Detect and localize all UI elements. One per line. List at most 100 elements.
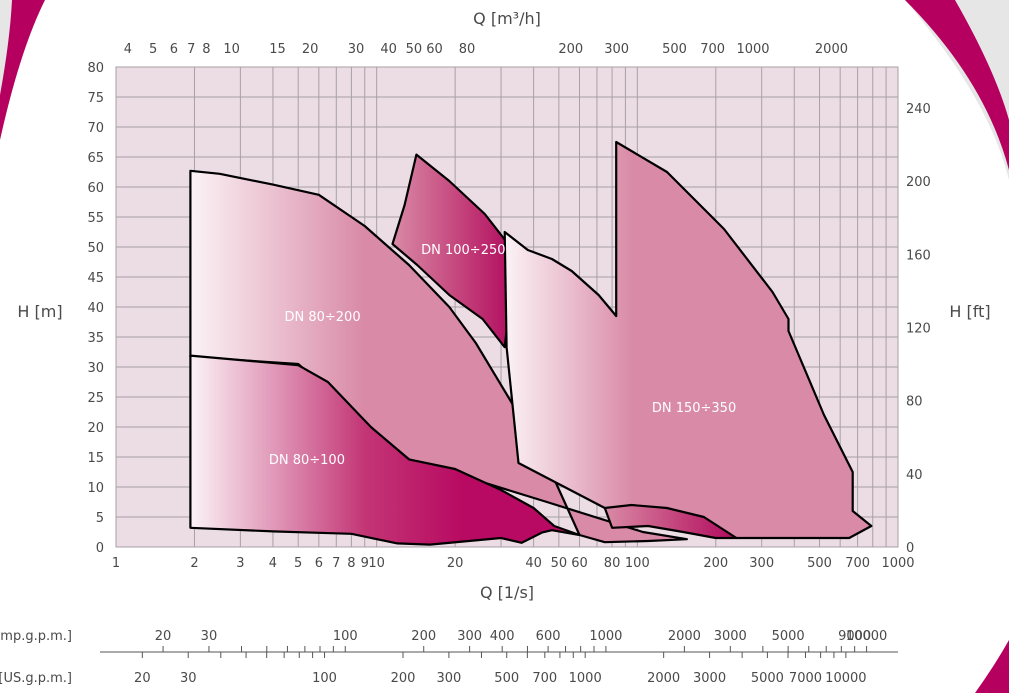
x-tick-label-bottom: 60 bbox=[571, 556, 588, 571]
y-axis-title-left: H [m] bbox=[17, 302, 62, 321]
x-tick-label-top: 700 bbox=[700, 42, 725, 57]
gpm-tick-label: 3000 bbox=[693, 671, 726, 686]
x-tick-label-bottom: 6 bbox=[315, 556, 323, 571]
x-tick-label-top: 6 bbox=[170, 42, 178, 57]
x-tick-label-top: 80 bbox=[459, 42, 476, 57]
gpm-tick-label: 3000 bbox=[714, 629, 747, 644]
y-tick-label-left: 5 bbox=[96, 511, 104, 526]
gpm-tick-label: 5000 bbox=[751, 671, 784, 686]
y-tick-label-left: 45 bbox=[87, 271, 104, 286]
gpm-tick-label: 200 bbox=[391, 671, 416, 686]
gpm-tick-label: 9000 bbox=[838, 629, 871, 644]
x-tick-label-top: 20 bbox=[302, 42, 319, 57]
performance-regions bbox=[189, 140, 873, 546]
x-tick-label-top: 30 bbox=[348, 42, 365, 57]
x-tick-label-top: 8 bbox=[202, 42, 210, 57]
x-tick-label-top: 300 bbox=[604, 42, 629, 57]
series-label: DN 80÷100 bbox=[269, 453, 345, 468]
x-axis-title-bottom: Q [1/s] bbox=[480, 583, 534, 602]
y-tick-label-left: 65 bbox=[87, 151, 104, 166]
gpm-tick-label: 300 bbox=[436, 671, 461, 686]
x-tick-label-top: 200 bbox=[558, 42, 583, 57]
y-tick-label-left: 15 bbox=[87, 451, 104, 466]
x-tick-label-bottom: 50 bbox=[551, 556, 568, 571]
gpm-tick-label: 400 bbox=[490, 629, 515, 644]
x-tick-label-top: 2000 bbox=[815, 42, 848, 57]
x-tick-label-bottom: 7 bbox=[332, 556, 340, 571]
x-tick-label-bottom: 500 bbox=[807, 556, 832, 571]
y-axis-title-right: H [ft] bbox=[949, 302, 990, 321]
y-tick-label-left: 80 bbox=[87, 61, 104, 76]
y-tick-label-right: 160 bbox=[906, 248, 931, 263]
y-tick-label-right: 240 bbox=[906, 102, 931, 117]
right-bottom-accent-arc bbox=[975, 640, 1009, 693]
x-tick-label-bottom: 20 bbox=[447, 556, 464, 571]
left-accent-arc bbox=[0, 0, 45, 140]
y-tick-label-left: 35 bbox=[87, 331, 104, 346]
right-accent-arc bbox=[905, 0, 1009, 170]
y-tick-label-left: 40 bbox=[87, 301, 104, 316]
gpm-tick-label: 10000 bbox=[846, 629, 887, 644]
gpm-tick-label: 20 bbox=[134, 671, 151, 686]
gpm-tick-label: 10000 bbox=[825, 671, 866, 686]
y-tick-label-left: 25 bbox=[87, 391, 104, 406]
x-axis-title-top: Q [m³/h] bbox=[473, 9, 541, 28]
x-tick-label-top: 15 bbox=[269, 42, 286, 57]
gpm-tick-label: 200 bbox=[411, 629, 436, 644]
x-tick-label-top: 10 bbox=[223, 42, 240, 57]
series-label: DN 80÷200 bbox=[284, 310, 360, 325]
gpm-tick-label: 2000 bbox=[647, 671, 680, 686]
gpm-tick-label: 1000 bbox=[569, 671, 602, 686]
y-tick-label-left: 0 bbox=[96, 541, 104, 556]
x-tick-label-top: 4 bbox=[124, 42, 132, 57]
y-tick-label-right: 80 bbox=[906, 395, 923, 410]
y-tick-label-right: 40 bbox=[906, 468, 923, 483]
gpm-tick-label: 5000 bbox=[772, 629, 805, 644]
series-region-dn-80-100 bbox=[189, 354, 581, 546]
y-tick-label-left: 50 bbox=[87, 241, 104, 256]
x-tick-label-top: 1000 bbox=[736, 42, 769, 57]
x-tick-label-bottom: 1 bbox=[112, 556, 120, 571]
x-tick-label-bottom: 5 bbox=[294, 556, 302, 571]
y-tick-label-right: 0 bbox=[906, 541, 914, 556]
y-tick-label-left: 30 bbox=[87, 361, 104, 376]
gpm-tick-label: 100 bbox=[333, 629, 358, 644]
x-tick-label-top: 7 bbox=[187, 42, 195, 57]
gpm-scale-label: [Imp.g.p.m.] bbox=[0, 629, 72, 644]
x-tick-label-bottom: 700 bbox=[845, 556, 870, 571]
gpm-scales: [Imp.g.p.m.] 20 30 100 200 300 400 600 1000 2000 3… bbox=[0, 629, 898, 686]
gpm-scale-label: [US.g.p.m.] bbox=[0, 671, 72, 686]
y-tick-label-right: 120 bbox=[906, 322, 931, 337]
gpm-tick-label: 1000 bbox=[589, 629, 622, 644]
gpm-tick-label: 20 bbox=[155, 629, 172, 644]
gpm-tick-label: 100 bbox=[312, 671, 337, 686]
x-tick-label-bottom: 3 bbox=[236, 556, 244, 571]
axis-tick-labels: 1 2 3 4 5 6 7 8 9 10 20 40 50 60 80 100 200 300 500 700 1000… bbox=[87, 42, 930, 571]
x-tick-label-bottom: 100 bbox=[625, 556, 650, 571]
gpm-tick-label: 300 bbox=[457, 629, 482, 644]
x-tick-label-bottom: 200 bbox=[703, 556, 728, 571]
y-tick-label-left: 75 bbox=[87, 91, 104, 106]
x-tick-label-top: 60 bbox=[426, 42, 443, 57]
y-tick-label-left: 70 bbox=[87, 121, 104, 136]
gpm-tick-label: 30 bbox=[201, 629, 218, 644]
x-tick-label-top: 40 bbox=[380, 42, 397, 57]
series-label: DN 150÷350 bbox=[652, 401, 736, 416]
gpm-tick-label: 700 bbox=[532, 671, 557, 686]
x-tick-label-bottom: 300 bbox=[749, 556, 774, 571]
gpm-tick-label: 2000 bbox=[668, 629, 701, 644]
gpm-tick-label: 30 bbox=[180, 671, 197, 686]
y-tick-label-left: 20 bbox=[87, 421, 104, 436]
x-tick-label-bottom: 8 bbox=[347, 556, 355, 571]
x-tick-label-top: 5 bbox=[149, 42, 157, 57]
gpm-tick-label: 7000 bbox=[789, 671, 822, 686]
x-tick-label-bottom: 4 bbox=[269, 556, 277, 571]
y-tick-label-right: 200 bbox=[906, 175, 931, 190]
series-region-extension-4 bbox=[603, 503, 738, 540]
y-tick-label-left: 55 bbox=[87, 211, 104, 226]
x-tick-label-bottom: 80 bbox=[604, 556, 621, 571]
x-tick-label-bottom: 1000 bbox=[881, 556, 914, 571]
x-tick-label-bottom: 9 bbox=[361, 556, 369, 571]
